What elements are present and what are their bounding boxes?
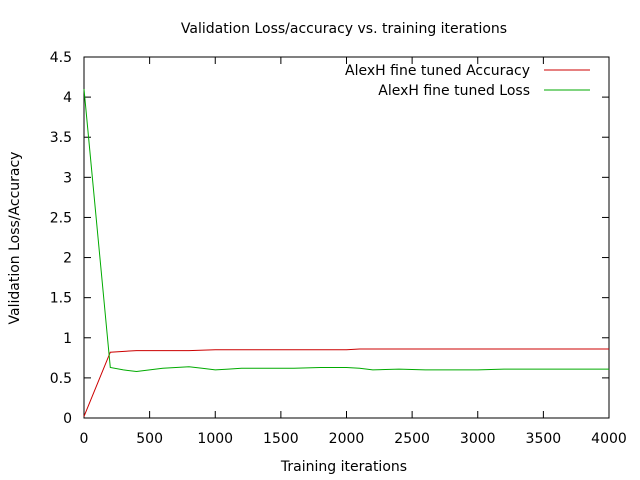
x-axis: 0 500 1000 1500 2000 2500 3000 3500 4000 bbox=[80, 57, 627, 447]
y-tick-label: 4 bbox=[63, 90, 72, 106]
x-tick-label: 500 bbox=[136, 431, 163, 447]
x-tick-label: 0 bbox=[80, 431, 89, 447]
x-tick-label: 4000 bbox=[591, 431, 627, 447]
y-tick-label: 0.5 bbox=[50, 371, 72, 387]
series-line-loss bbox=[83, 89, 609, 373]
y-tick-label: 1 bbox=[63, 331, 72, 347]
y-axis: 0 0.5 1 1.5 2 2.5 3 3.5 4 4.5 bbox=[50, 50, 609, 427]
x-tick-label: 2000 bbox=[329, 431, 365, 447]
series-line-accuracy bbox=[83, 348, 609, 417]
legend-label: AlexH fine tuned Accuracy bbox=[345, 63, 530, 79]
x-axis-label: Training iterations bbox=[280, 459, 407, 475]
x-tick-label: 3500 bbox=[526, 431, 562, 447]
chart-title: Validation Loss/accuracy vs. training it… bbox=[181, 21, 507, 37]
y-axis-label: Validation Loss/Accuracy bbox=[7, 152, 23, 325]
x-tick-label: 3000 bbox=[460, 431, 496, 447]
x-tick-label: 2500 bbox=[394, 431, 430, 447]
legend: AlexH fine tuned Accuracy AlexH fine tune… bbox=[345, 63, 590, 99]
plot-border bbox=[83, 56, 610, 419]
y-tick-label: 4.5 bbox=[50, 50, 72, 66]
plot-frame bbox=[83, 56, 610, 419]
y-tick-label: 1.5 bbox=[50, 291, 72, 307]
x-tick-label: 1000 bbox=[197, 431, 233, 447]
y-tick-label: 0 bbox=[63, 411, 72, 427]
legend-label: AlexH fine tuned Loss bbox=[378, 83, 530, 99]
y-tick-label: 3.5 bbox=[50, 130, 72, 146]
y-tick-label: 2 bbox=[63, 251, 72, 267]
y-tick-label: 2.5 bbox=[50, 210, 72, 226]
series-layer bbox=[83, 89, 609, 417]
y-tick-label: 3 bbox=[63, 170, 72, 186]
x-tick-label: 1500 bbox=[263, 431, 299, 447]
